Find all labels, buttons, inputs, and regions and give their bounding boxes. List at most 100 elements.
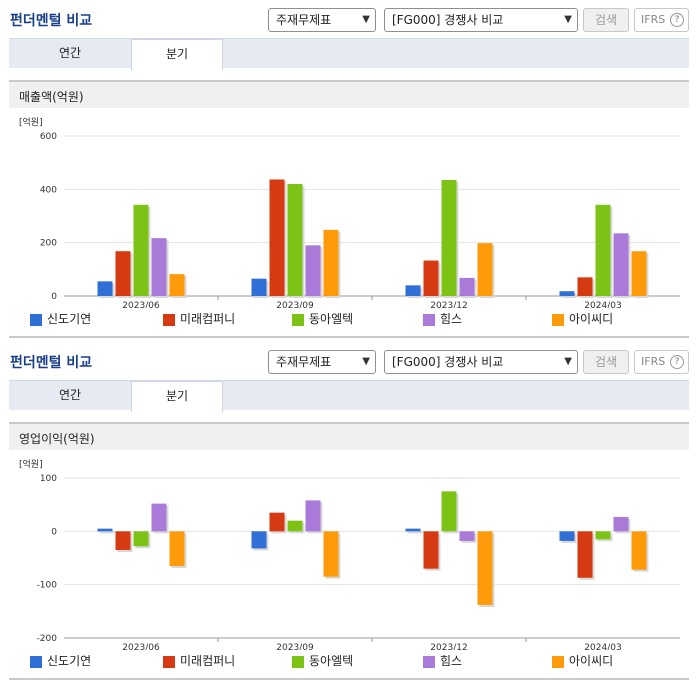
legend-item[interactable]: 동아엘텍 bbox=[292, 312, 353, 327]
bar[interactable] bbox=[287, 184, 303, 296]
legend-item[interactable]: 미래컴퍼니 bbox=[163, 312, 235, 327]
statement-select[interactable]: 주재무제표 ▼ bbox=[268, 350, 376, 374]
panel-title: 펀더멘털 비교 bbox=[10, 355, 93, 371]
bar[interactable] bbox=[595, 204, 611, 296]
revenue-chart: [억원] 0 200 400 600 2023/06 2023/09 2023/12 2024/… bbox=[19, 116, 680, 308]
unit-label: [억원] bbox=[19, 116, 43, 128]
compare-select[interactable]: [FG000] 경쟁사 비교 ▼ bbox=[384, 350, 578, 374]
bar[interactable] bbox=[305, 500, 321, 532]
bar[interactable] bbox=[133, 531, 149, 547]
bar[interactable] bbox=[631, 251, 647, 296]
bar[interactable] bbox=[613, 516, 629, 532]
legend-item[interactable]: 미래컴퍼니 bbox=[163, 654, 235, 669]
legend-label: 아이씨디 bbox=[569, 654, 614, 668]
bar[interactable] bbox=[323, 229, 339, 296]
legend-swatch bbox=[552, 314, 564, 326]
bar[interactable] bbox=[577, 531, 593, 578]
chevron-down-icon: ▼ bbox=[564, 356, 572, 367]
panel-header: 펀더멘털 비교 주재무제표 ▼ [FG000] 경쟁사 비교 ▼ 검색 IFRS… bbox=[0, 0, 696, 38]
compare-select-value: [FG000] 경쟁사 비교 bbox=[392, 13, 504, 27]
bar[interactable] bbox=[459, 531, 475, 541]
tab-quarterly[interactable]: 분기 bbox=[131, 381, 223, 412]
legend-label: 미래컴퍼니 bbox=[180, 654, 236, 668]
bar[interactable] bbox=[631, 531, 647, 570]
x-tick-label: 2023/09 bbox=[276, 643, 314, 650]
search-button[interactable]: 검색 bbox=[583, 8, 629, 32]
x-tick-label: 2023/12 bbox=[430, 643, 467, 650]
chart-subtitle-bar: 매출액(억원) bbox=[9, 80, 689, 108]
help-icon[interactable]: ? bbox=[670, 13, 684, 27]
bar[interactable] bbox=[405, 285, 421, 296]
bar[interactable] bbox=[613, 233, 629, 296]
y-tick-label: 0 bbox=[51, 292, 57, 302]
legend-swatch bbox=[163, 656, 175, 668]
search-button[interactable]: 검색 bbox=[583, 350, 629, 374]
tab-quarterly[interactable]: 분기 bbox=[131, 39, 223, 70]
x-tick-label: 2023/06 bbox=[122, 643, 160, 650]
bar[interactable] bbox=[459, 277, 475, 296]
bar[interactable] bbox=[559, 291, 575, 296]
bar[interactable] bbox=[97, 281, 113, 296]
bar[interactable] bbox=[151, 503, 167, 532]
bar[interactable] bbox=[115, 531, 131, 550]
legend-item[interactable]: 힘스 bbox=[423, 654, 462, 669]
legend-swatch bbox=[552, 656, 564, 668]
bar[interactable] bbox=[423, 260, 439, 296]
bar-shadow bbox=[99, 530, 115, 534]
bar[interactable] bbox=[287, 520, 303, 532]
bar[interactable] bbox=[169, 531, 185, 566]
bar-shadow bbox=[407, 530, 423, 534]
divider bbox=[9, 678, 689, 680]
legend-swatch bbox=[30, 314, 42, 326]
panel-revenue: 펀더멘털 비교 주재무제표 ▼ [FG000] 경쟁사 비교 ▼ 검색 IFRS… bbox=[0, 0, 696, 338]
compare-select[interactable]: [FG000] 경쟁사 비교 ▼ bbox=[384, 8, 578, 32]
legend-swatch bbox=[163, 314, 175, 326]
legend-item[interactable]: 아이씨디 bbox=[552, 312, 613, 327]
legend-item[interactable]: 아이씨디 bbox=[552, 654, 613, 669]
bar[interactable] bbox=[441, 491, 457, 532]
bar[interactable] bbox=[577, 277, 593, 296]
tab-bar: 연간 분기 bbox=[9, 380, 689, 412]
compare-select-value: [FG000] 경쟁사 비교 bbox=[392, 355, 504, 369]
legend-item[interactable]: 신도기연 bbox=[30, 654, 91, 669]
bar[interactable] bbox=[477, 531, 493, 605]
x-tick-label: 2023/09 bbox=[276, 301, 314, 308]
bar[interactable] bbox=[405, 528, 421, 532]
bar[interactable] bbox=[441, 180, 457, 296]
chart-subtitle: 영업이익(억원) bbox=[19, 432, 95, 446]
y-tick-label: 200 bbox=[40, 239, 57, 249]
panel-operating-profit: 펀더멘털 비교 주재무제표 ▼ [FG000] 경쟁사 비교 ▼ 검색 IFRS… bbox=[0, 342, 696, 684]
bar[interactable] bbox=[323, 531, 339, 577]
bar[interactable] bbox=[269, 179, 285, 296]
bar[interactable] bbox=[169, 274, 185, 296]
chevron-down-icon: ▼ bbox=[564, 14, 572, 25]
bar[interactable] bbox=[595, 531, 611, 540]
y-tick-label: -200 bbox=[37, 634, 58, 644]
help-icon[interactable]: ? bbox=[670, 355, 684, 369]
chart-legend: 신도기연 미래컴퍼니 동아엘텍 힘스 아이씨디 bbox=[30, 654, 680, 670]
panel-title: 펀더멘털 비교 bbox=[10, 13, 93, 29]
bar[interactable] bbox=[251, 531, 267, 549]
bar[interactable] bbox=[559, 531, 575, 541]
bar[interactable] bbox=[269, 512, 285, 532]
ifrs-button[interactable]: IFRS ? bbox=[634, 8, 689, 32]
statement-select[interactable]: 주재무제표 ▼ bbox=[268, 8, 376, 32]
legend-item[interactable]: 신도기연 bbox=[30, 312, 91, 327]
bar[interactable] bbox=[423, 531, 439, 569]
bar[interactable] bbox=[477, 243, 493, 296]
tab-annual[interactable]: 연간 bbox=[58, 46, 82, 60]
bar[interactable] bbox=[133, 204, 149, 296]
legend-item[interactable]: 동아엘텍 bbox=[292, 654, 353, 669]
x-tick-label: 2024/03 bbox=[584, 643, 621, 650]
bar[interactable] bbox=[305, 245, 321, 296]
bar[interactable] bbox=[97, 528, 113, 532]
x-tick-label: 2024/03 bbox=[584, 301, 621, 308]
y-tick-label: 400 bbox=[40, 185, 57, 195]
bar[interactable] bbox=[151, 238, 167, 296]
bar[interactable] bbox=[115, 251, 131, 296]
legend-item[interactable]: 힘스 bbox=[423, 312, 462, 327]
legend-swatch bbox=[292, 314, 304, 326]
tab-annual[interactable]: 연간 bbox=[58, 388, 82, 402]
bar[interactable] bbox=[251, 278, 267, 296]
ifrs-button[interactable]: IFRS ? bbox=[634, 350, 689, 374]
